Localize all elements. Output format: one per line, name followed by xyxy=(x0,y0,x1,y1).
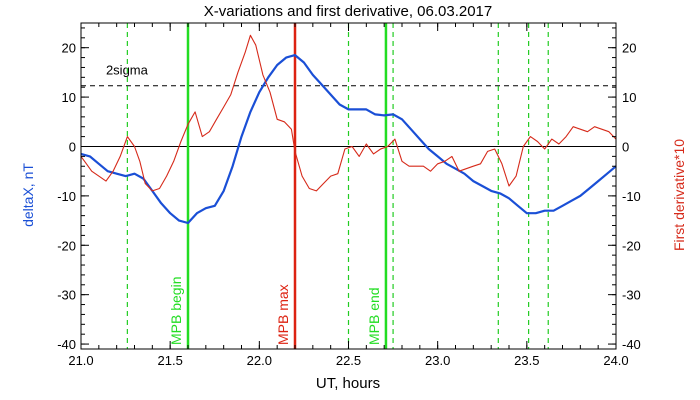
x-tick-label: 21.5 xyxy=(158,353,183,368)
mpb-marker-label: MPB begin xyxy=(168,277,184,345)
x-tick-label: 22.5 xyxy=(336,353,361,368)
x-tick-label: 21.0 xyxy=(68,353,93,368)
y-tick-label-right: -30 xyxy=(622,288,641,303)
x-tick-label: 23.0 xyxy=(425,353,450,368)
mpb-marker-label: MPB max xyxy=(275,284,291,345)
y-tick-label-right: -10 xyxy=(622,189,641,204)
y-axis-label-right: First derivative*10 xyxy=(671,139,687,251)
series-derivative xyxy=(80,34,617,192)
x-tick-label: 23.5 xyxy=(514,353,539,368)
marker-lines: MPB begin MPB max MPB end xyxy=(126,23,549,349)
y-tick-label-left: -40 xyxy=(57,337,76,352)
mpb-marker-label: MPB end xyxy=(366,287,382,345)
x-axis-label: UT, hours xyxy=(316,375,380,392)
y-tick-label-left: -20 xyxy=(57,238,76,253)
axes: 21.0 21.5 22.0 22.5 23.0 23.5 24.0 20 20 10 10 0 0 -1… xyxy=(57,22,641,368)
y-tick-label-right: -40 xyxy=(622,337,641,352)
chart-title: X-variations and first derivative, 06.03… xyxy=(204,3,493,20)
series-deltaX xyxy=(80,53,617,225)
y-tick-label-left: -10 xyxy=(57,189,76,204)
x-tick-label: 24.0 xyxy=(603,353,628,368)
y-tick-label-left: 20 xyxy=(62,41,76,56)
y-tick-label-right: 0 xyxy=(622,139,629,154)
y-tick-label-left: 10 xyxy=(62,90,76,105)
y-tick-label-right: 20 xyxy=(622,41,636,56)
y-tick-label-left: -30 xyxy=(57,288,76,303)
x-tick-label: 22.0 xyxy=(247,353,272,368)
y-tick-label-left: 0 xyxy=(69,139,76,154)
y-axis-label-left: deltaX, nT xyxy=(20,163,36,227)
y-tick-label-right: -20 xyxy=(622,238,641,253)
y-tick-label-right: 10 xyxy=(622,90,636,105)
series-layer xyxy=(80,34,617,225)
